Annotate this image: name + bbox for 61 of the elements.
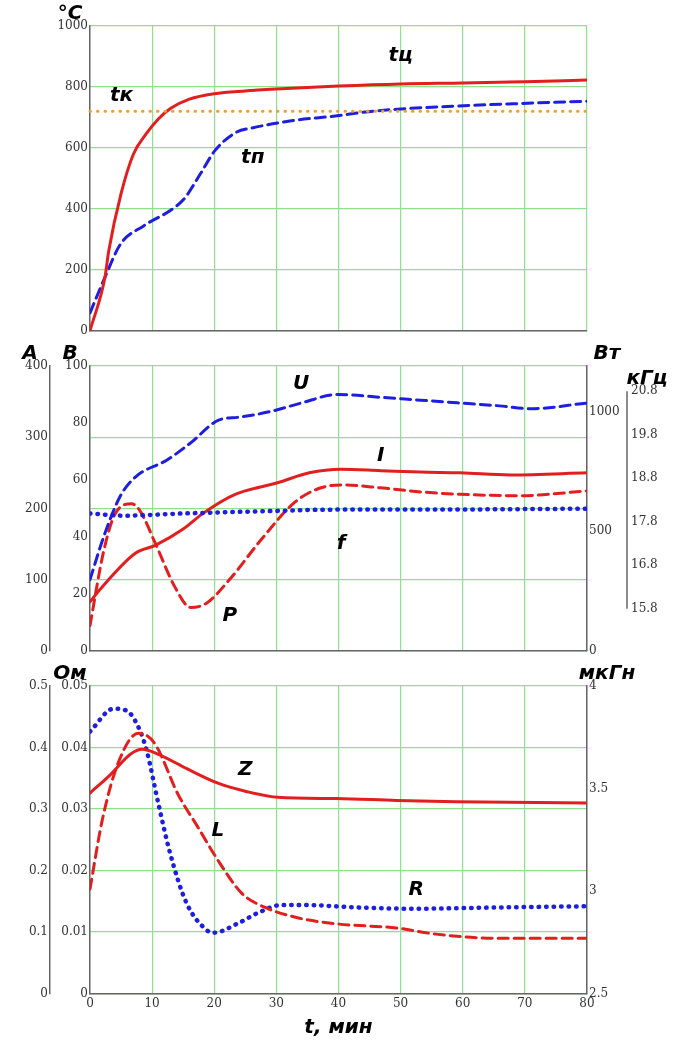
- series-label: Z: [237, 756, 254, 781]
- y-tick-label: 1000: [57, 18, 88, 33]
- y2-tick-label: 0: [40, 985, 48, 1000]
- y-tick-label: 17.8: [631, 513, 658, 528]
- line-series: [90, 392, 587, 582]
- y-tick-label: 19.8: [631, 426, 658, 441]
- x-tick-label: 10: [144, 995, 160, 1010]
- y-tick-label: 80: [72, 415, 88, 430]
- series-label: f: [336, 529, 348, 554]
- x-tick-label: 50: [392, 995, 409, 1010]
- y-tick-label: 40: [72, 529, 88, 544]
- y3-tick-label: 500: [589, 523, 612, 538]
- x-tick-label: 20: [206, 995, 222, 1010]
- y-tick-label: 800: [65, 79, 88, 94]
- series-label: P: [222, 602, 238, 627]
- y2-tick-label: 200: [25, 500, 48, 515]
- y-tick-label: 20: [72, 585, 88, 600]
- series-label: L: [211, 816, 225, 841]
- y-tick-label: 18.8: [631, 470, 658, 485]
- series-label: tц: [388, 42, 413, 67]
- x-tick-label: 70: [517, 995, 533, 1010]
- y-tick-label: 16.8: [631, 557, 658, 572]
- y3-tick-label: 3: [589, 883, 597, 898]
- y3-axis-title: Вт: [593, 340, 622, 365]
- y3-tick-label: 4: [589, 678, 597, 693]
- x-tick-label: 60: [455, 995, 471, 1010]
- y2-tick-label: 0.3: [28, 801, 48, 816]
- ref-line-label: tк: [110, 81, 134, 106]
- x-tick-label: 30: [268, 995, 285, 1010]
- y3-tick-label: 1000: [589, 403, 620, 418]
- y-tick-label: 0.05: [61, 678, 88, 693]
- y-tick-label: 400: [65, 201, 88, 216]
- y2-tick-label: 400: [25, 358, 48, 373]
- x-axis-title: t, мин: [304, 1014, 373, 1039]
- series-label: R: [408, 875, 424, 900]
- y-tick-label: 600: [65, 140, 88, 155]
- y-tick-label: 0.04: [61, 739, 89, 754]
- y-tick-label: 0: [80, 642, 88, 657]
- y2-tick-label: 300: [25, 429, 48, 444]
- y-tick-label: 0: [80, 322, 88, 337]
- y-tick-label: 0: [80, 985, 88, 1000]
- y2-tick-label: 0.5: [28, 678, 48, 693]
- y2-tick-label: 100: [25, 571, 48, 586]
- y3-tick-label: 0: [589, 642, 597, 657]
- y-tick-label: 0.03: [61, 801, 88, 816]
- y3-tick-label: 3.5: [589, 780, 609, 795]
- series-label: I: [377, 441, 386, 466]
- y2-tick-label: 0.1: [28, 924, 48, 939]
- y-tick-label: 15.8: [631, 600, 658, 615]
- series-label: tп: [241, 144, 265, 169]
- y-tick-label: 60: [72, 472, 88, 487]
- y-tick-label: 0.02: [61, 862, 88, 877]
- y-tick-label: 0.01: [61, 924, 88, 939]
- x-tick-label: 40: [330, 995, 347, 1010]
- y2-tick-label: 0.2: [28, 862, 48, 877]
- y-tick-label: 200: [65, 261, 88, 276]
- y-tick-label: 100: [65, 358, 88, 373]
- series-label: U: [293, 370, 310, 395]
- x-tick-label: 80: [579, 995, 595, 1010]
- y2-tick-label: 0: [40, 642, 48, 657]
- y2-tick-label: 0.4: [28, 739, 49, 754]
